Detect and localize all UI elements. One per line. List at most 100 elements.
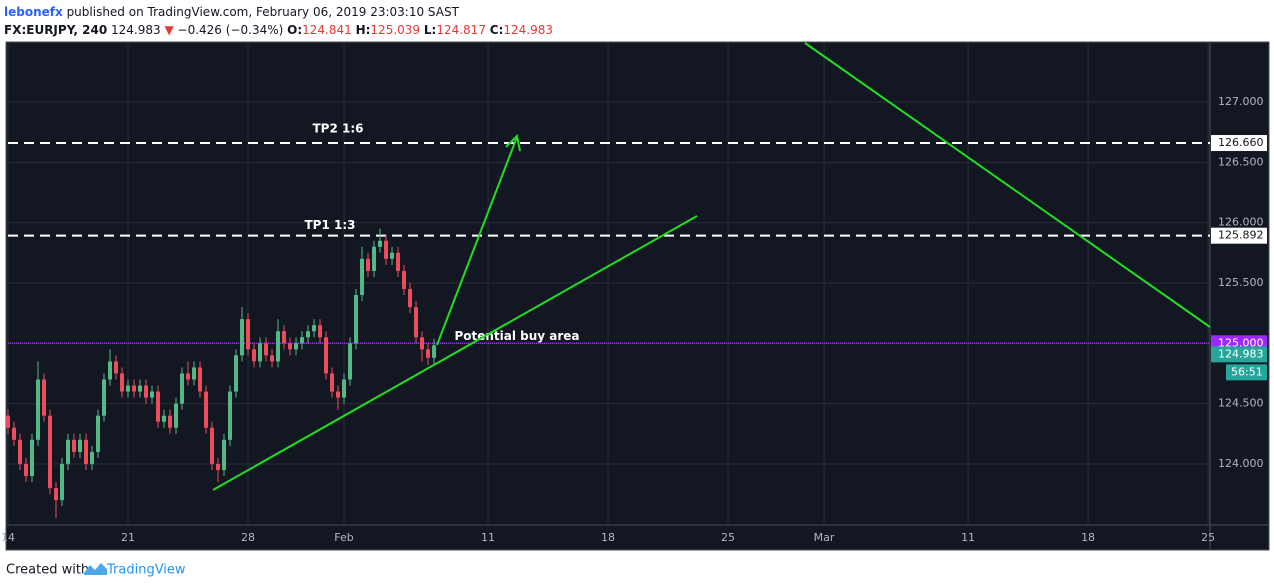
publish-line: lebonefx published on TradingView.com, F… xyxy=(4,5,460,19)
author[interactable]: lebonefx xyxy=(4,5,63,19)
candle-body xyxy=(366,258,371,271)
candle-body xyxy=(384,240,389,259)
x-tick-label: Feb xyxy=(334,531,353,544)
candle-body xyxy=(396,252,401,271)
x-tick-label: 21 xyxy=(121,531,135,544)
candle-body xyxy=(180,373,185,404)
candle-body xyxy=(18,439,23,464)
candle-body xyxy=(54,488,59,501)
y-tick-label: 124.500 xyxy=(1218,397,1264,410)
candle-body xyxy=(378,240,383,247)
candle-body xyxy=(276,331,281,362)
level-badge-label: 126.660 xyxy=(1218,136,1264,149)
x-tick-label: Mar xyxy=(814,531,835,544)
candle-body xyxy=(120,373,125,392)
candle-body xyxy=(330,373,335,392)
candle-body xyxy=(168,415,173,428)
arrow-head xyxy=(505,133,521,152)
y-tick-label: 127.000 xyxy=(1218,95,1264,108)
candle-body xyxy=(210,427,215,464)
footer-brand[interactable]: TradingView xyxy=(106,563,186,578)
candle-body xyxy=(108,361,113,380)
candle-body xyxy=(204,391,209,428)
candle-body xyxy=(138,385,143,392)
level-badge-label: 125.892 xyxy=(1218,229,1264,242)
footer-text: Created with xyxy=(6,563,89,578)
candle-body xyxy=(12,427,17,440)
candle-body xyxy=(24,463,29,477)
candle-body xyxy=(270,355,275,362)
candle-body xyxy=(234,355,239,392)
candle-body xyxy=(186,373,191,380)
candle-body xyxy=(90,451,95,464)
ohlc-key: O: xyxy=(287,23,302,37)
candle-body xyxy=(198,367,203,392)
plot: TP2 1:6 TP1 1:3 Potential buy area xyxy=(6,43,1210,525)
candle-body xyxy=(162,415,167,422)
candle-body xyxy=(312,325,317,332)
candle-body xyxy=(174,403,179,428)
arrow-line xyxy=(436,136,518,346)
candle-body xyxy=(102,379,107,416)
candle-body xyxy=(66,439,71,464)
candle-body xyxy=(144,385,149,398)
candle-body xyxy=(282,331,287,344)
change: −0.426 (−0.34%) xyxy=(178,23,284,37)
candle-body xyxy=(132,385,137,392)
candle-body xyxy=(348,343,353,380)
candle-body xyxy=(30,439,35,477)
ohlc-value: 124.983 xyxy=(503,23,553,37)
candle-body xyxy=(288,343,293,350)
candle-body xyxy=(60,463,65,501)
candle-body xyxy=(222,439,227,470)
y-tick-label: 125.500 xyxy=(1218,276,1264,289)
candle-body xyxy=(246,319,251,350)
candle-body xyxy=(306,331,311,338)
candle-body xyxy=(78,439,83,452)
level-text: TP1 1:3 xyxy=(304,218,355,232)
candle-body xyxy=(342,379,347,398)
candle-body xyxy=(300,337,305,344)
countdown-label: 56:51 xyxy=(1231,365,1263,378)
ohlc-key: C: xyxy=(490,23,504,37)
last-price-badge xyxy=(1211,346,1267,363)
candle-body xyxy=(354,295,359,344)
x-tick-label: 25 xyxy=(721,531,735,544)
candle-body xyxy=(264,343,269,356)
published: published on TradingView.com, February 0… xyxy=(67,5,460,19)
ohlc-key: L: xyxy=(424,23,436,37)
candle-body xyxy=(360,258,365,296)
y-tick-label: 126.500 xyxy=(1218,155,1264,168)
x-tick-label: 11 xyxy=(961,531,975,544)
candle-body xyxy=(390,252,395,259)
candle-body xyxy=(84,439,89,464)
candle-body xyxy=(414,307,419,338)
candle-body xyxy=(318,325,323,338)
candle-body xyxy=(126,385,131,392)
candle-body xyxy=(372,246,377,271)
candle-body xyxy=(324,337,329,374)
trend-line xyxy=(212,215,698,491)
candle-body xyxy=(252,349,257,362)
ohlc-value: 124.841 xyxy=(302,23,352,37)
logo xyxy=(84,563,107,575)
x-tick-label: 18 xyxy=(1081,531,1095,544)
y-tick-label: 126.000 xyxy=(1218,216,1264,229)
level-badge xyxy=(1211,135,1267,152)
ohlc-value: 125.039 xyxy=(370,23,420,37)
x-tick-label: 11 xyxy=(481,531,495,544)
candle-body xyxy=(48,415,53,489)
candle-body xyxy=(408,289,413,308)
level-badge xyxy=(1211,227,1267,244)
level-text: Potential buy area xyxy=(454,329,579,343)
symbol: FX:EURJPY, 240 xyxy=(4,23,107,37)
axis-labels: 124.000 124.500 125.000 125.500 126.000 126.5… xyxy=(1,95,1267,544)
candle-body xyxy=(240,319,245,356)
y-tick-label: 124.000 xyxy=(1218,457,1264,470)
candle-body xyxy=(42,379,47,416)
x-tick-label: 25 xyxy=(1201,531,1215,544)
x-tick-label: 14 xyxy=(1,531,15,544)
symbol-line: FX:EURJPY, 240 124.983 ▼ −0.426 (−0.34%)… xyxy=(4,23,553,37)
candle-body xyxy=(426,349,431,358)
